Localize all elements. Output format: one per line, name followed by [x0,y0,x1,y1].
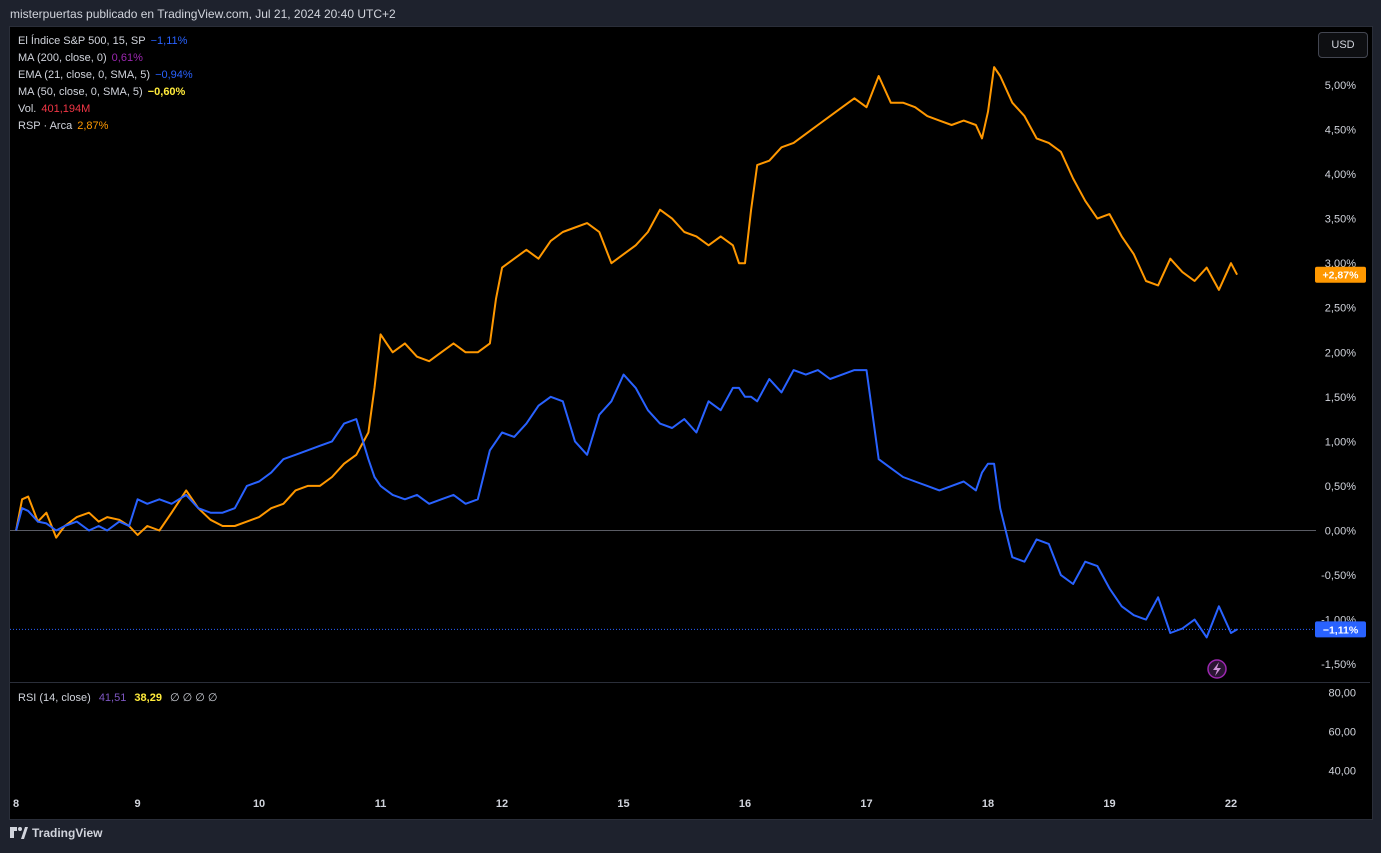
legend-row: Vol. 401,194M [18,103,90,115]
rsi-y-tick-label: 80,00 [1328,688,1356,700]
grid-layer [10,530,1370,683]
x-tick-label: 10 [253,798,265,810]
y-tick-label: 1,00% [1325,436,1356,448]
rsp-series-line [15,66,1238,539]
lightning-icon[interactable] [1207,659,1227,679]
y-tick-label: 1,50% [1325,392,1356,404]
legend-value: −1,11% [150,35,188,47]
legend-value: 2,87% [77,120,109,132]
y-tick-label: 4,00% [1325,169,1356,181]
legend-label: RSP · Arca [18,120,73,132]
y-tick-label: 2,00% [1325,347,1356,359]
chart-frame [9,26,1373,820]
legend-value: 401,194M [41,103,91,115]
y-tick-label: 5,00% [1325,80,1356,92]
y-tick-label: 2,50% [1325,303,1356,315]
legend-label: MA (50, close, 0, SMA, 5) [18,86,143,98]
x-tick-label: 8 [13,798,19,810]
x-tick-label: 11 [375,798,387,810]
footer: TradingView [10,826,102,840]
x-tick-label: 17 [860,798,872,810]
rsi-legend-label: RSI (14, close) [18,692,91,704]
rsi-legend-extras: ∅ ∅ ∅ ∅ [170,692,218,704]
last-value-badge-text: +2,87% [1323,270,1360,282]
last-value-badge-bg [1315,266,1366,283]
chart-header: misterpuertas publicado en TradingView.c… [10,7,396,21]
rsp-last-value-badge: +2,87% [1315,266,1366,283]
lightning-icon-bolt [1213,662,1221,676]
legend-value: −0,60% [147,86,186,98]
legend-label: MA (200, close, 0) [18,52,107,64]
legend-label: EMA (21, close, 0, SMA, 5) [18,69,151,81]
y-tick-label: 0,00% [1325,526,1356,538]
legend-row: EMA (21, close, 0, SMA, 5) −0,94% [18,69,193,81]
x-tick-label: 18 [982,798,994,810]
last-value-badge-text: −1,11% [1323,624,1359,636]
x-tick-label: 19 [1103,798,1115,810]
tradingview-logo-icon [10,827,28,839]
x-tick-label: 16 [739,798,751,810]
rsi-y-tick-label: 40,00 [1328,766,1356,778]
currency-button[interactable]: USD [1318,32,1368,58]
legend-row: MA (200, close, 0) 0,61% [18,52,143,64]
sp500-series-line [15,369,1238,639]
rsi-y-tick-label: 60,00 [1328,727,1356,739]
x-tick-label: 15 [617,798,629,810]
x-tick-label: 12 [496,798,508,810]
legend-row: RSP · Arca 2,87% [18,120,108,132]
legend-label: Vol. [18,103,37,115]
y-tick-label: -0,50% [1321,570,1356,582]
series-layer [15,66,1238,679]
legend-label: El Índice S&P 500, 15, SP [18,35,146,47]
rsi-legend-value-2: 38,29 [134,692,162,704]
legend-row: MA (50, close, 0, SMA, 5) −0,60% [18,86,185,98]
legend-value: −0,94% [155,69,193,81]
y-tick-label: 3,50% [1325,214,1356,226]
last-value-badge-bg [1315,621,1366,638]
legend-row: El Índice S&P 500, 15, SP −1,11% [18,35,187,47]
y-tick-label: -1,50% [1321,659,1356,671]
y-tick-label: 4,50% [1325,124,1356,136]
legend-value: 0,61% [111,52,143,64]
rsi-legend-value-1: 41,51 [98,692,127,704]
y-tick-label: 0,50% [1325,481,1356,493]
footer-brand: TradingView [32,826,103,840]
x-tick-label: 22 [1225,798,1237,810]
x-tick-label: 9 [135,798,141,810]
rsi-legend: RSI (14, close) 41,51 38,29 ∅ ∅ ∅ ∅ [18,691,218,704]
sp500-last-value-badge: −1,11% [1315,621,1366,638]
